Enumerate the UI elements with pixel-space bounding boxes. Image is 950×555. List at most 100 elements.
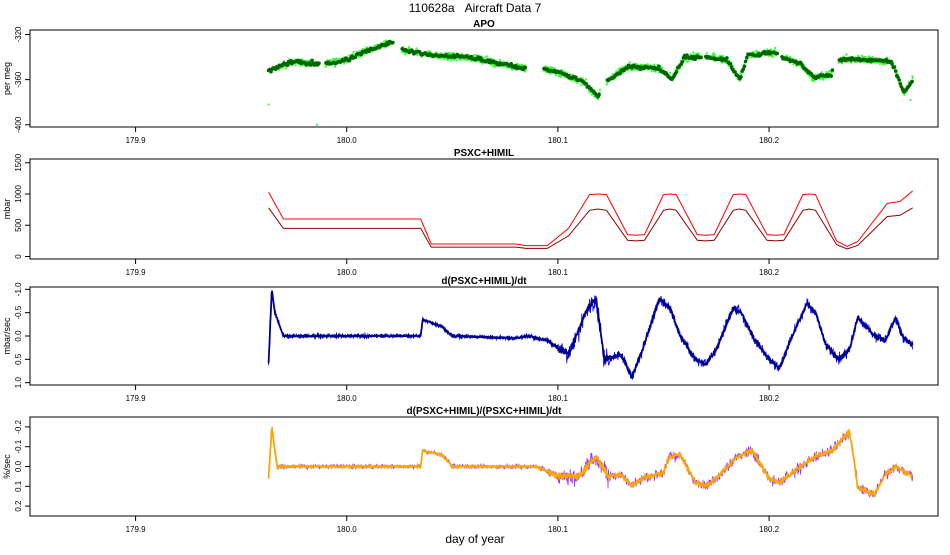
y-tick-label: -360 (14, 71, 23, 88)
series-line-himil (268, 207, 913, 250)
x-tick-label: 179.9 (126, 525, 147, 534)
apo-point (597, 92, 601, 97)
apo-point (712, 52, 715, 55)
apo-point (343, 62, 346, 65)
panel-frame (29, 29, 939, 128)
apo-point (335, 57, 338, 60)
apo-point (646, 63, 650, 66)
apo-point (324, 65, 327, 68)
apo-point (479, 56, 483, 60)
apo-point (893, 69, 898, 73)
apo-point (317, 61, 321, 66)
series-line-smoothed (267, 290, 914, 381)
apo-point (820, 71, 823, 74)
apo-point (669, 71, 672, 74)
apo-point (657, 64, 661, 69)
apo-point (772, 55, 775, 58)
y-tick-label: 0 (14, 254, 23, 259)
apo-point (545, 65, 548, 68)
apo-point (792, 63, 795, 66)
apo-point (742, 64, 747, 69)
apo-point (745, 55, 749, 60)
x-tick-label: 180.2 (759, 394, 780, 403)
apo-point (523, 65, 528, 70)
apo-point (584, 82, 588, 86)
apo-point (332, 57, 335, 60)
panel-4: d(PSXC+HIMIL)/(PSXC+HIMIL)/dt %/sec -0.2 -0… (2, 406, 939, 534)
apo-point (498, 58, 501, 62)
apo-point (897, 78, 901, 82)
apo-point (775, 51, 780, 56)
y-tick-label: 1500 (14, 153, 23, 171)
apo-point (739, 75, 743, 79)
panel-title: d(PSXC+HIMIL)/(PSXC+HIMIL)/dt (407, 406, 563, 417)
figure-title: 110628a Aircraft Data 7 (409, 1, 542, 15)
apo-point (450, 59, 453, 62)
apo-point (362, 53, 366, 56)
apo-point (435, 51, 438, 54)
run-id: 110628a (409, 1, 455, 15)
apo-point (878, 62, 882, 66)
apo-point (841, 62, 844, 65)
apo-point (680, 60, 685, 64)
x-tick-label: 180.1 (548, 394, 569, 403)
apo-point (348, 54, 351, 57)
x-tick-label: 180.2 (759, 268, 780, 277)
apo-point (845, 53, 848, 56)
apo-point (769, 48, 773, 51)
apo-point (383, 40, 386, 43)
apo-point (559, 75, 562, 78)
y-tick-label: -0.1 (14, 439, 23, 453)
apo-point (334, 65, 337, 68)
y-tick-label: -0.5 (14, 305, 23, 319)
apo-point (469, 59, 472, 62)
y-tick-label: 1.0 (14, 377, 23, 389)
apo-point (475, 53, 478, 57)
apo-point (692, 51, 695, 54)
plot-area (268, 190, 914, 250)
series-line-psxc (268, 190, 914, 248)
y-tick-label: -320 (14, 26, 23, 43)
y-tick-label: 0.0 (14, 460, 23, 472)
apo-point (890, 62, 894, 66)
apo-point (628, 61, 631, 64)
apo-point (605, 83, 608, 86)
apo-point (903, 93, 906, 96)
apo-point (353, 55, 358, 59)
apo-point (267, 103, 270, 106)
apo-point (509, 62, 513, 66)
apo-point (596, 98, 600, 101)
apo-point (725, 56, 729, 60)
apo-point (743, 59, 748, 64)
apo-point (650, 70, 653, 73)
apo-point (599, 88, 602, 91)
apo-point (697, 52, 700, 55)
apo-point (310, 58, 314, 63)
apo-point (415, 47, 418, 50)
y-tick-label: 0.2 (14, 500, 23, 512)
panel-title: APO (473, 19, 495, 30)
apo-point (269, 69, 273, 74)
x-tick-label: 180.1 (548, 268, 569, 277)
apo-point (699, 55, 703, 60)
apo-point (654, 70, 657, 73)
apo-point (909, 98, 912, 102)
apo-point (584, 78, 588, 81)
apo-point (366, 46, 369, 49)
y-axis-label: per meg (2, 62, 12, 95)
apo-point (391, 40, 395, 45)
apo-point (494, 65, 497, 68)
apo-point (892, 65, 897, 69)
y-tick-label: 0.1 (14, 480, 23, 492)
apo-point (374, 44, 377, 47)
y-tick-label: 1000 (14, 185, 23, 203)
apo-point (299, 64, 302, 67)
x-tick-label: 180.0 (337, 394, 358, 403)
panel-3: d(PSXC+HIMIL)/dt mbar/sec -1.0 -0.5 0.0 0.5 1.… (2, 276, 939, 403)
apo-point (674, 70, 679, 74)
apo-point (285, 63, 290, 68)
y-tick-label: -400 (14, 116, 23, 133)
x-tick-label: 180.0 (337, 525, 358, 534)
x-tick-label: 180.1 (548, 525, 569, 534)
